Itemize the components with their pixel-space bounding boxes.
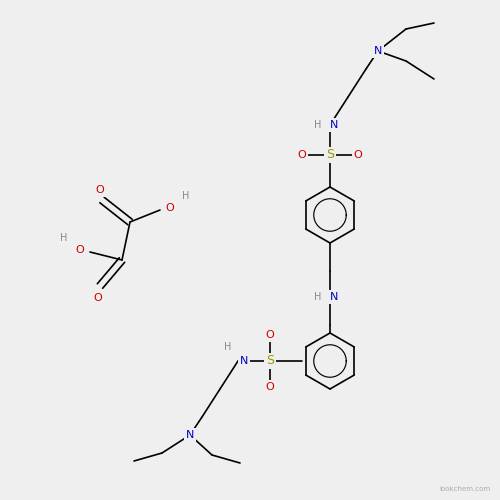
Text: S: S bbox=[266, 354, 274, 368]
Text: O: O bbox=[298, 150, 306, 160]
Text: H: H bbox=[224, 342, 232, 352]
Text: H: H bbox=[314, 120, 322, 130]
Text: lookchem.com: lookchem.com bbox=[439, 486, 490, 492]
Text: O: O bbox=[94, 293, 102, 303]
Text: N: N bbox=[330, 120, 338, 130]
Text: N: N bbox=[374, 46, 382, 56]
Text: O: O bbox=[266, 330, 274, 340]
Text: H: H bbox=[314, 292, 322, 302]
Text: N: N bbox=[240, 356, 248, 366]
Text: N: N bbox=[186, 430, 194, 440]
Text: O: O bbox=[266, 382, 274, 392]
Text: S: S bbox=[326, 148, 334, 162]
Text: O: O bbox=[96, 185, 104, 195]
Text: H: H bbox=[182, 191, 190, 201]
Text: O: O bbox=[166, 203, 174, 213]
Text: O: O bbox=[354, 150, 362, 160]
Text: H: H bbox=[60, 233, 68, 243]
Text: N: N bbox=[330, 292, 338, 302]
Text: O: O bbox=[76, 245, 84, 255]
